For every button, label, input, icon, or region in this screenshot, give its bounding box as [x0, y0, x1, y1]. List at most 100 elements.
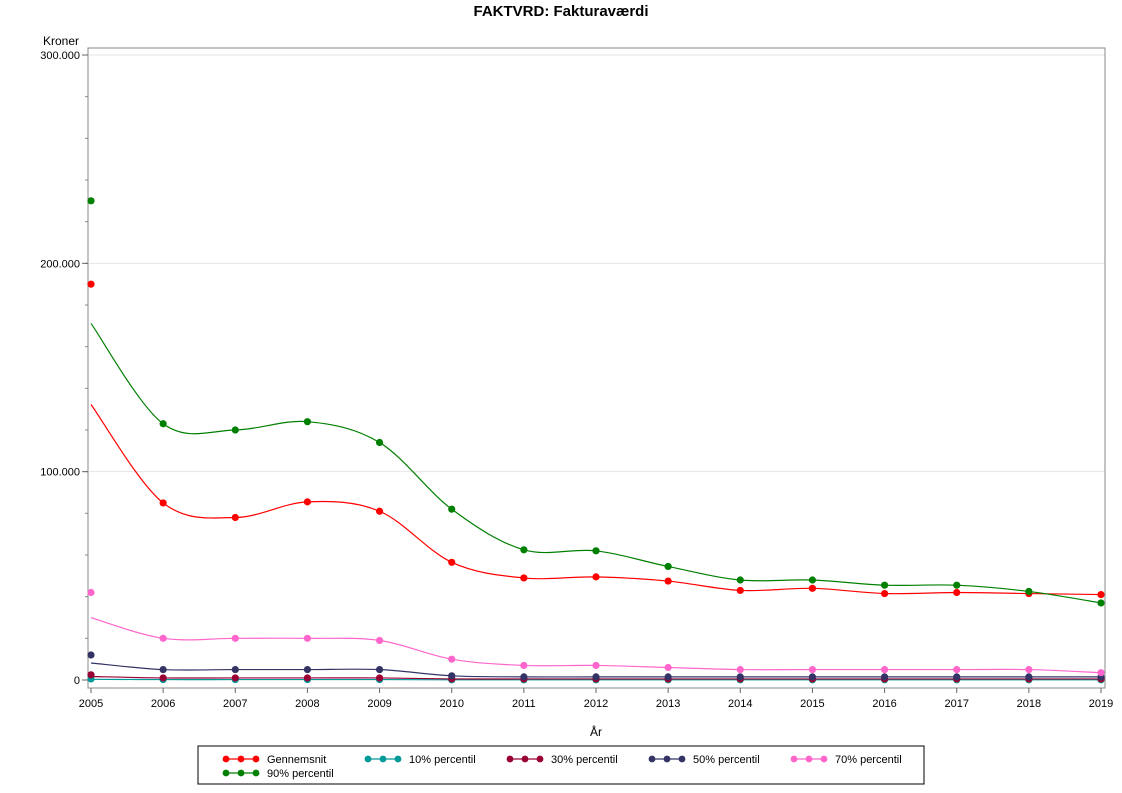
series-line	[90, 323, 1102, 604]
x-tick-label: 2008	[295, 698, 319, 710]
data-point	[736, 673, 744, 681]
legend-swatch-marker	[790, 755, 798, 763]
data-point	[87, 671, 95, 679]
data-point	[87, 197, 95, 205]
data-point	[880, 589, 889, 598]
legend-label: 10% percentil	[409, 754, 476, 766]
data-point	[808, 584, 817, 592]
legend-swatch-marker	[536, 755, 544, 763]
data-point	[664, 562, 672, 571]
data-point	[375, 674, 384, 682]
legend-swatch-marker	[648, 755, 656, 763]
x-axis-label: År	[590, 724, 602, 739]
data-point	[736, 665, 744, 674]
data-point	[1025, 665, 1033, 674]
chart-title: FAKTVRD: Fakturaværdi	[473, 3, 648, 20]
data-point	[448, 655, 456, 663]
legend-swatch-marker	[237, 755, 245, 763]
data-point	[1097, 599, 1105, 607]
data-point	[664, 673, 672, 681]
data-point	[1025, 587, 1033, 596]
data-point	[1097, 669, 1105, 677]
data-point	[592, 661, 600, 670]
x-tick-label: 2012	[584, 698, 608, 710]
data-point	[159, 665, 167, 674]
data-point	[592, 673, 600, 681]
data-point	[159, 420, 167, 428]
x-tick-label: 2013	[656, 698, 680, 710]
legend-swatch-marker	[663, 755, 671, 763]
data-point	[953, 581, 961, 589]
legend-swatch-marker	[364, 755, 372, 763]
x-tick-label: 2007	[223, 698, 247, 710]
legend-swatch-marker	[820, 755, 828, 763]
data-point	[520, 546, 528, 554]
data-point	[1025, 673, 1033, 681]
data-point	[303, 634, 312, 642]
data-point	[592, 547, 600, 555]
data-point	[303, 674, 312, 682]
data-point	[808, 665, 817, 674]
data-point	[953, 588, 961, 597]
y-tick-label: 200.000	[40, 258, 80, 270]
x-tick-label: 2014	[728, 698, 752, 710]
data-point	[375, 507, 384, 515]
legend: Gennemsnit 10% percentil 30% percentil 50% …	[197, 745, 925, 785]
data-point	[664, 663, 672, 672]
y-tick-label: 100.000	[40, 467, 80, 479]
x-tick-label: 2017	[944, 698, 968, 710]
plot-area: 0 100.000 200.000 300.000 2005 2006 2007 2008 20…	[40, 47, 1113, 710]
legend-swatch-marker	[237, 769, 245, 777]
y-tick-label: 300.000	[40, 50, 80, 62]
legend-swatch-marker	[379, 755, 387, 763]
data-point	[808, 673, 817, 681]
legend-swatch-marker	[252, 755, 260, 763]
y-tick-label: 0	[74, 675, 80, 687]
legend-swatch-marker	[521, 755, 529, 763]
data-point	[520, 574, 528, 582]
data-point	[1097, 590, 1105, 599]
data-point	[303, 498, 312, 506]
legend-swatch-marker	[252, 769, 260, 777]
data-point	[448, 558, 456, 566]
data-point	[448, 505, 456, 513]
data-point	[953, 673, 961, 681]
x-tick-label: 2016	[872, 698, 896, 710]
x-tick-label: 2010	[439, 698, 463, 710]
data-point	[592, 573, 600, 581]
legend-label: Gennemsnit	[267, 754, 326, 766]
legend-label: 30% percentil	[551, 754, 618, 766]
data-point	[880, 673, 889, 681]
x-tick-label: 2005	[79, 698, 103, 710]
data-point	[159, 499, 167, 507]
data-point	[87, 588, 95, 597]
data-point	[159, 674, 167, 682]
x-tick-label: 2006	[151, 698, 175, 710]
data-point	[303, 418, 312, 426]
legend-swatch-marker	[222, 769, 230, 777]
data-point	[159, 634, 167, 642]
data-point	[520, 673, 528, 681]
legend-label: 50% percentil	[693, 754, 760, 766]
data-point	[231, 674, 239, 682]
data-point	[375, 665, 384, 674]
legend-swatch-marker	[678, 755, 686, 763]
legend-box	[197, 745, 925, 785]
data-point	[231, 426, 239, 434]
data-point	[87, 280, 95, 288]
data-point	[375, 438, 384, 447]
x-tick-label: 2018	[1017, 698, 1041, 710]
legend-swatch-marker	[222, 755, 230, 763]
legend-label: 90% percentil	[267, 768, 334, 780]
legend-swatch-marker	[394, 755, 402, 763]
data-point	[664, 577, 672, 585]
x-tick-label: 2009	[367, 698, 391, 710]
data-point	[231, 634, 239, 642]
data-point	[736, 576, 744, 584]
data-point	[231, 665, 239, 674]
data-point	[736, 586, 744, 595]
data-point	[880, 581, 889, 589]
x-tick-label: 2019	[1089, 698, 1113, 710]
data-point	[808, 576, 817, 584]
